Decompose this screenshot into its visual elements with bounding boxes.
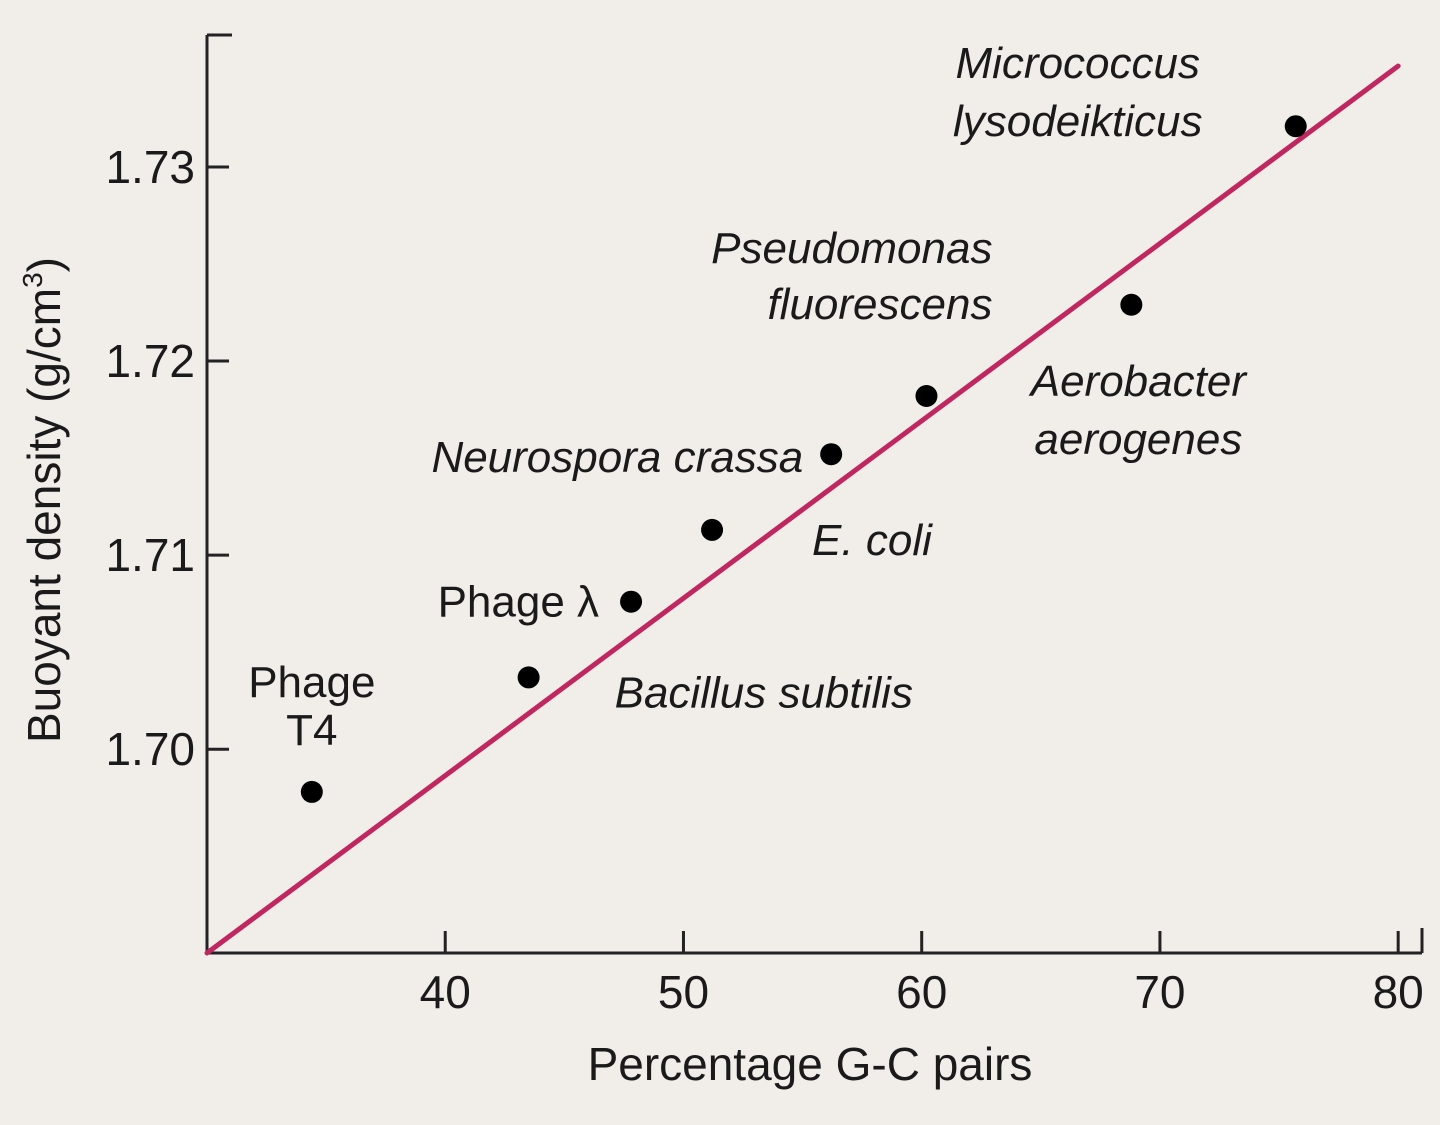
point-label: Micrococcus lysodeikticus (953, 39, 1202, 146)
point-label-line: aerogenes (1034, 415, 1242, 464)
x-tick-label: 70 (1134, 966, 1185, 1018)
point-label: Phage T4 (248, 658, 375, 755)
x-tick-label: 40 (420, 966, 471, 1018)
point-label: Bacillus subtilis (615, 668, 913, 717)
x-tick-label: 50 (658, 966, 709, 1018)
point-label-line: E. coli (812, 516, 933, 565)
data-point (300, 780, 323, 803)
fit-line-group (204, 63, 1401, 956)
data-point (620, 590, 643, 613)
data-point (1284, 115, 1307, 138)
point-label: Pseudomonas fluorescens (711, 224, 992, 329)
point-label: E. coli (812, 516, 933, 565)
point-label-line: Aerobacter (1028, 357, 1249, 406)
data-point (915, 384, 938, 407)
y-axis-title-close: ) (18, 257, 70, 272)
fit-line (204, 63, 1401, 956)
point-label-line: Pseudomonas (711, 224, 992, 273)
y-tick-label: 1.71 (105, 529, 195, 581)
data-point (1120, 293, 1143, 316)
data-point (701, 518, 724, 541)
x-tick-label: 60 (896, 966, 947, 1018)
point-label-line: Phage (248, 658, 375, 707)
point-label-line: Neurospora crassa (431, 433, 803, 482)
axes: 40 50 60 70 80 1.70 1.71 1.72 1.73 (105, 33, 1424, 1018)
point-label: Neurospora crassa (431, 433, 803, 482)
y-tick-label: 1.73 (105, 141, 195, 193)
x-axis-title: Percentage G-C pairs (588, 1038, 1033, 1090)
point-label-line: lysodeikticus (953, 97, 1202, 146)
point-label-line: Micrococcus (955, 39, 1200, 88)
point-label: Phage λ (438, 578, 599, 627)
x-tick-label: 80 (1373, 966, 1424, 1018)
point-label-line: Phage λ (438, 578, 599, 627)
point-label-line: fluorescens (767, 280, 992, 329)
y-tick-label: 1.70 (105, 723, 195, 775)
data-point (820, 443, 843, 466)
data-point (517, 666, 540, 689)
point-label-line: Bacillus subtilis (615, 668, 913, 717)
data-points (300, 115, 1307, 803)
y-axis-title-superscript: 3 (17, 272, 48, 288)
point-label: Aerobacter aerogenes (1028, 357, 1249, 464)
y-axis-title: Buoyant density (g/cm3) (17, 257, 70, 743)
y-axis-title-main: Buoyant density (g/cm (18, 288, 70, 743)
point-label-line: T4 (286, 706, 337, 755)
point-labels: Phage T4 Bacillus subtilis Phage λ E. coliNe… (248, 39, 1248, 755)
y-tick-label: 1.72 (105, 335, 195, 387)
